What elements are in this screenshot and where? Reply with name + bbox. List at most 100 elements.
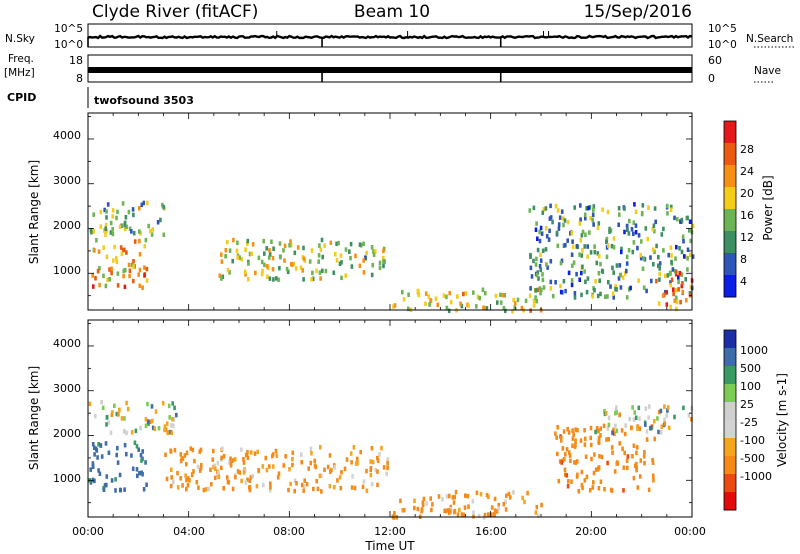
rti-cell	[317, 253, 321, 258]
rti-cell	[106, 202, 110, 207]
rti-cell	[271, 255, 275, 261]
rti-cell	[449, 299, 453, 305]
rti-cell	[268, 276, 272, 281]
rti-cell	[521, 495, 524, 501]
rti-cell	[588, 488, 592, 493]
power-data-cells	[89, 200, 695, 314]
rti-cell	[109, 430, 113, 435]
rti-cell	[282, 248, 285, 253]
rti-cell	[144, 237, 148, 243]
rti-cell	[320, 489, 323, 494]
rti-cell	[623, 229, 626, 235]
rti-cell	[539, 225, 543, 231]
rti-cell	[644, 406, 648, 411]
rti-cell	[626, 465, 629, 471]
rti-cell	[154, 409, 158, 414]
power-colorbar-swatch	[724, 231, 736, 254]
rti-cell	[164, 427, 168, 432]
rti-cell	[660, 232, 664, 237]
rti-cell	[277, 277, 280, 282]
rti-cell	[138, 267, 142, 273]
rti-cell	[680, 249, 684, 255]
xtick-1600: 16:00	[475, 525, 507, 538]
rti-cell	[675, 295, 678, 301]
rti-cell	[428, 302, 431, 307]
rti-cell	[599, 433, 602, 438]
rti-cell	[374, 249, 377, 254]
rti-cell	[583, 436, 587, 442]
rti-cell	[318, 243, 321, 248]
freq-strip: Freq. [MHz] 18 8 60 0 Nave	[4, 53, 781, 85]
rti-cell	[112, 258, 115, 263]
rti-cell	[115, 259, 119, 264]
rti-cell	[272, 246, 275, 251]
rti-cell	[229, 461, 233, 466]
rti-cell	[385, 471, 388, 477]
rti-cell	[597, 221, 601, 226]
rti-cell	[545, 262, 548, 267]
power-axis-ticks	[87, 113, 693, 310]
rti-cell	[484, 290, 487, 296]
rti-cell	[123, 222, 126, 228]
rti-cell	[513, 305, 516, 311]
rti-cell	[612, 427, 615, 433]
rti-cell	[579, 203, 582, 208]
rti-cell	[161, 401, 165, 406]
rti-cell	[110, 270, 113, 276]
rti-cell	[642, 285, 646, 290]
rti-cell	[442, 293, 446, 298]
rti-cell	[257, 255, 261, 261]
rti-cell	[673, 298, 677, 303]
rti-cell	[560, 460, 563, 465]
rti-cell	[268, 464, 271, 469]
rti-cell	[169, 449, 173, 454]
rti-cell	[274, 448, 278, 454]
rti-cell	[611, 265, 614, 271]
rti-cell	[675, 299, 679, 305]
rti-cell	[638, 426, 642, 431]
rti-cell	[541, 248, 545, 253]
rti-cell	[144, 417, 148, 422]
rti-cell	[266, 274, 269, 279]
rti-cell	[107, 420, 110, 425]
rti-cell	[371, 459, 375, 465]
rti-cell	[99, 224, 103, 229]
rti-cell	[370, 445, 374, 451]
rti-cell	[633, 202, 636, 207]
power-cbar-tick-28: 28	[740, 143, 754, 156]
rti-cell	[681, 234, 685, 239]
rti-cell	[181, 483, 184, 488]
rti-cell	[231, 486, 235, 492]
rti-cell	[135, 467, 139, 472]
rti-cell	[244, 480, 248, 485]
rti-cell	[594, 467, 598, 472]
rti-cell	[679, 299, 682, 305]
rti-cell	[207, 486, 211, 492]
rti-cell	[677, 287, 680, 292]
rti-cell	[654, 219, 657, 225]
rti-cell	[231, 258, 234, 264]
xtick-2400: 00:00	[674, 525, 706, 538]
rti-cell	[691, 223, 695, 229]
rti-cell	[302, 484, 306, 489]
rti-cell	[268, 488, 272, 493]
rti-cell	[624, 423, 627, 428]
rti-cell	[588, 230, 591, 235]
rti-cell	[535, 504, 539, 510]
rti-cell	[508, 495, 512, 500]
rti-cell	[612, 245, 616, 250]
rti-cell	[328, 483, 332, 489]
freq-label: Freq.	[8, 53, 34, 65]
rti-cell	[294, 266, 298, 271]
rti-cell	[276, 475, 280, 480]
rti-cell	[333, 465, 337, 470]
rti-cell	[570, 230, 574, 236]
rti-cell	[600, 454, 604, 460]
rti-cell	[570, 278, 574, 283]
rti-cell	[279, 254, 282, 260]
rti-cell	[565, 447, 569, 452]
rti-cell	[578, 252, 581, 257]
rti-cell	[120, 416, 124, 421]
power-ytick-1000: 1000	[53, 264, 81, 277]
rti-cell	[665, 302, 669, 307]
